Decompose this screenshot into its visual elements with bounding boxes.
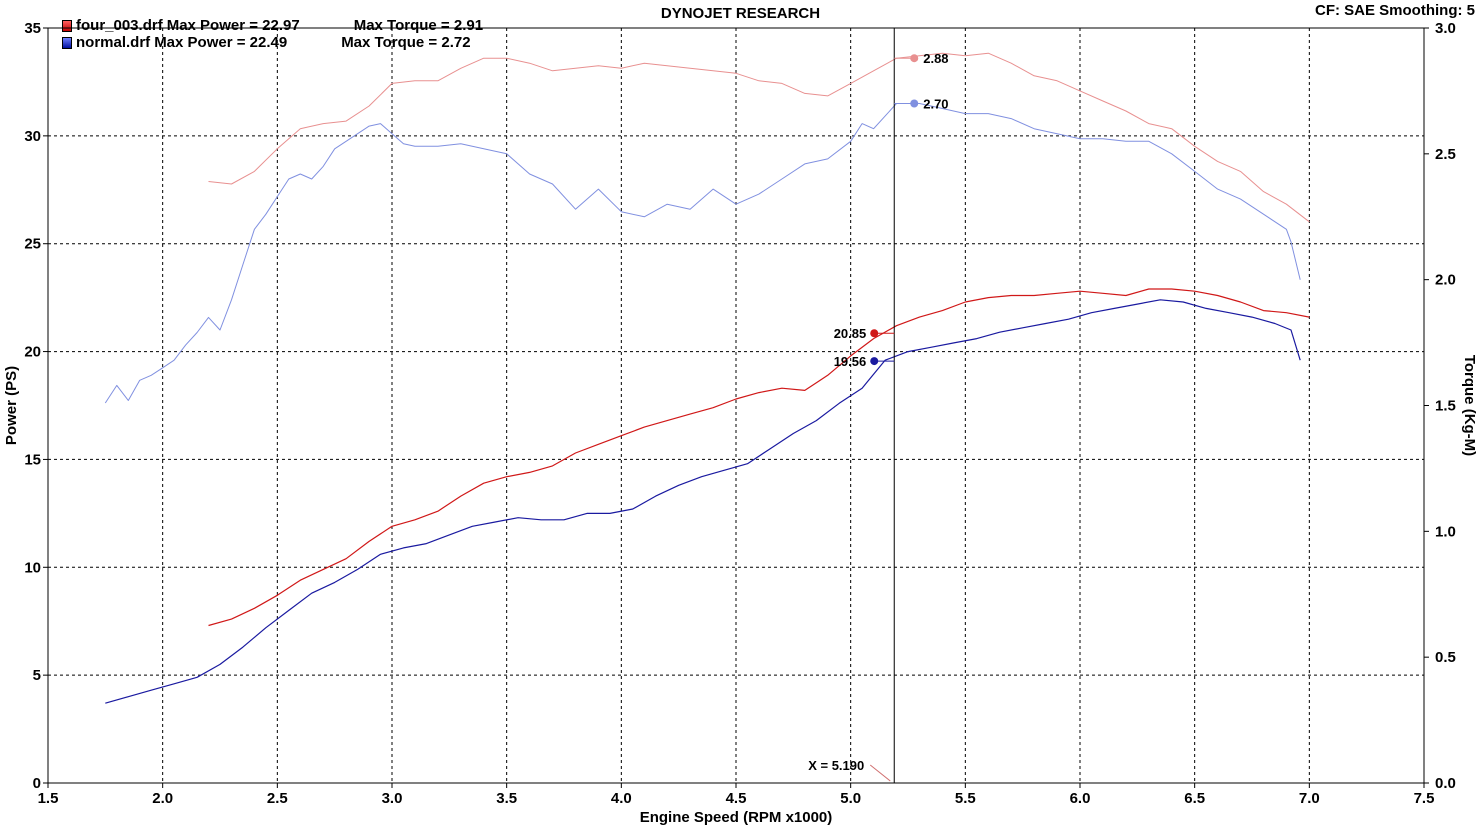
marker-label-power: 19.56 xyxy=(834,354,867,369)
legend-swatch-blue xyxy=(62,36,72,49)
y-tick-label: 20 xyxy=(24,344,41,361)
legend-entry-normal[interactable]: normal.drf Max Power = 22.49 Max Torque … xyxy=(62,34,483,51)
marker-dot-power xyxy=(870,329,879,338)
marker-dot-torque xyxy=(910,99,919,108)
marker-label-torque: 2.88 xyxy=(923,51,948,66)
legend-file-name: four_003.drf xyxy=(76,17,163,34)
correction-settings: CF: SAE Smoothing: 5 xyxy=(1315,2,1475,19)
y-tick-label: 5 xyxy=(33,667,41,684)
x-tick-label: 4.0 xyxy=(611,790,632,807)
x-tick-label: 4.5 xyxy=(726,790,747,807)
legend-file-name: normal.drf xyxy=(76,34,151,51)
series-line-torque-four-003-drf xyxy=(208,52,1310,223)
marker-dot-torque xyxy=(910,54,919,63)
x-tick-label: 2.0 xyxy=(152,790,173,807)
y2-axis-label: Torque (Kg-M) xyxy=(1461,355,1478,456)
x-tick-label: 6.0 xyxy=(1070,790,1091,807)
y2-tick-label: 0.5 xyxy=(1435,649,1456,666)
x-tick-label: 2.5 xyxy=(267,790,288,807)
cursor-readout: X = 5.190 xyxy=(808,758,864,773)
x-tick-label: 5.5 xyxy=(955,790,976,807)
legend: four_003.drf Max Power = 22.97 Max Torqu… xyxy=(62,17,483,51)
x-tick-label: 6.5 xyxy=(1184,790,1205,807)
axis-ticks: 1.5 2.0 2.5 3.0 3.5 4.0 4.5 5.0 5.5 6.0 6.5 7.0 7.50… xyxy=(24,20,1456,807)
legend-max-torque: Max Torque = 2.72 xyxy=(341,34,471,51)
x-axis-label: Engine Speed (RPM x1000) xyxy=(640,809,833,826)
series-line-power-four-003-drf xyxy=(208,288,1310,627)
y-tick-label: 35 xyxy=(24,20,41,37)
cursor-pointer xyxy=(869,764,891,782)
y2-tick-label: 0.0 xyxy=(1435,775,1456,792)
series-line-power-normal-drf xyxy=(105,299,1301,704)
legend-max-power: Max Power = 22.97 xyxy=(166,17,300,34)
marker-label-power: 20.85 xyxy=(834,326,867,341)
y-tick-label: 15 xyxy=(24,451,41,468)
x-tick-label: 5.0 xyxy=(840,790,861,807)
x-tick-label: 7.5 xyxy=(1414,790,1435,807)
legend-swatch-red xyxy=(62,19,72,32)
legend-max-torque: Max Torque = 2.91 xyxy=(353,17,484,34)
y2-tick-label: 2.5 xyxy=(1435,146,1456,163)
grid xyxy=(48,28,1424,783)
plot-frame xyxy=(47,27,1425,784)
y2-tick-label: 1.0 xyxy=(1435,523,1456,540)
series-lines xyxy=(104,52,1310,704)
legend-max-power: Max Power = 22.49 xyxy=(154,34,288,51)
x-tick-label: 3.0 xyxy=(382,790,403,807)
legend-entry-four[interactable]: four_003.drf Max Power = 22.97 Max Torqu… xyxy=(62,17,483,34)
cursor-readouts: 20.85 19.56 2.88 2.70 xyxy=(834,51,949,369)
x-tick-label: 1.5 xyxy=(38,790,59,807)
x-tick-label: 7.0 xyxy=(1299,790,1320,807)
y2-tick-label: 2.0 xyxy=(1435,272,1456,289)
marker-dot-power xyxy=(870,357,879,366)
y-axis-label: Power (PS) xyxy=(3,366,20,445)
y-tick-label: 30 xyxy=(24,128,41,145)
y2-tick-label: 3.0 xyxy=(1435,20,1456,37)
cursor[interactable]: X = 5.190 xyxy=(808,28,895,783)
y-tick-label: 0 xyxy=(33,775,41,792)
y-tick-label: 10 xyxy=(24,559,41,576)
marker-label-torque: 2.70 xyxy=(923,97,948,112)
y2-tick-label: 1.5 xyxy=(1435,398,1456,415)
x-tick-label: 3.5 xyxy=(496,790,517,807)
chart-title: DYNOJET RESEARCH xyxy=(660,5,821,22)
y-tick-label: 25 xyxy=(24,236,41,253)
series-line-torque-normal-drf xyxy=(104,103,1301,404)
